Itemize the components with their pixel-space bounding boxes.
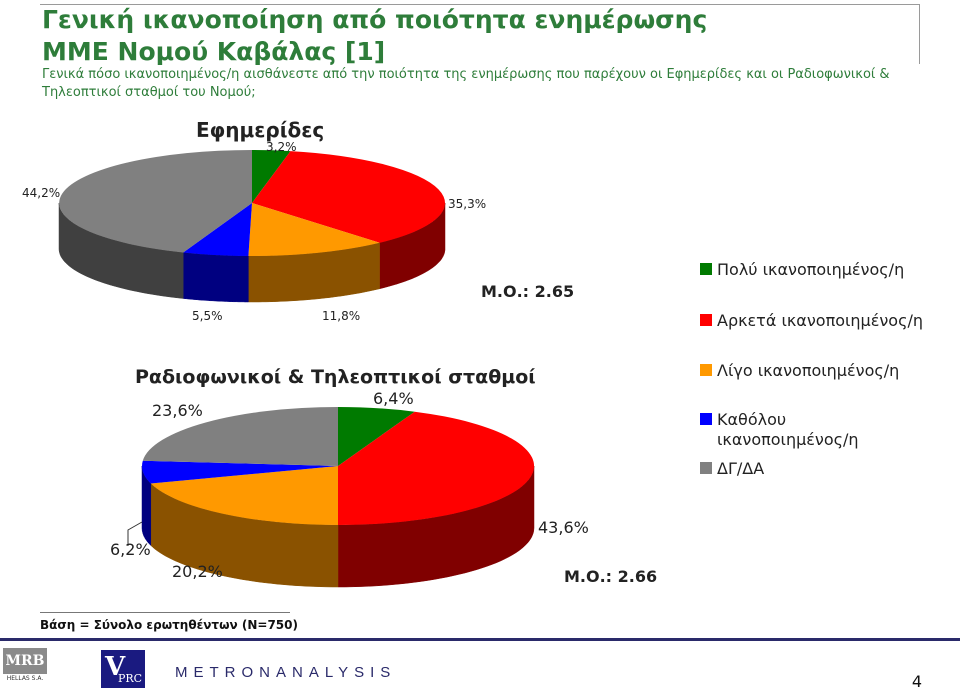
page-title: Γενική ικανοποίηση από ποιότητα ενημέρωσ… xyxy=(42,4,707,68)
chart2-title: Ραδιοφωνικοί & Τηλεοπτικοί σταθμοί xyxy=(135,366,536,388)
mrb-logo-text: MRB xyxy=(5,653,45,669)
legend-swatch-green xyxy=(700,263,712,275)
chart1-label-4: 5,5% xyxy=(192,309,223,323)
subtitle: Γενικά πόσο ικανοποιημένος/η αισθάνεστε … xyxy=(42,67,890,100)
pie-chart-2 xyxy=(141,407,535,588)
chart2-leader-line xyxy=(127,521,143,546)
legend-label: Αρκετά ικανοποιημένος/η xyxy=(717,311,924,330)
legend-swatch-orange xyxy=(700,364,712,376)
legend-label: Λίγο ικανοποιημένος/η xyxy=(717,361,900,380)
chart2-label-4: 6,2% xyxy=(110,540,151,559)
chart2-label-2: 43,6% xyxy=(538,518,589,537)
pie2-slice-5 xyxy=(142,407,338,466)
legend-swatch-gray xyxy=(700,462,712,474)
chart1-label-5: 44,2% xyxy=(22,186,61,200)
chart1-label-2: 35,3% xyxy=(448,197,487,211)
pie2-slice-3 xyxy=(150,466,338,525)
page-number: 4 xyxy=(911,672,922,691)
legend-label: Πολύ ικανοποιημένος/η xyxy=(717,260,905,279)
pie1-slice-3 xyxy=(248,203,380,257)
footer-rule xyxy=(0,638,960,641)
mrb-logo: MRB HELLAS S.A. xyxy=(3,648,47,686)
chart1-label-3: 11,8% xyxy=(322,309,361,323)
base-note: Βάση = Σύνολο ερωτηθέντων (N=750) xyxy=(40,618,298,632)
vprc-logo-prc: PRC xyxy=(118,672,143,685)
metronanalysis-logo: METRONANALYSIS xyxy=(175,664,397,681)
legend-label: Καθόλου ικανοποιημένος/η xyxy=(717,410,859,449)
pie1-slice-2 xyxy=(252,151,446,243)
legend-label: ΔΓ/ΔΑ xyxy=(717,459,765,478)
chart1-title: Εφημερίδες xyxy=(196,118,325,142)
pie1-slice-1 xyxy=(252,150,291,203)
pie2-slice-2 xyxy=(338,411,535,525)
mrb-logo-subtext: HELLAS S.A. xyxy=(6,675,44,682)
chart1-label-1: 3,2% xyxy=(266,140,297,154)
chart2-mean: Μ.Ο.: 2.66 xyxy=(564,567,658,586)
vprc-logo-v: V xyxy=(105,652,126,682)
title-rule-right xyxy=(919,4,920,64)
pie1-slice-4 xyxy=(183,203,252,256)
title-line-2: ΜΜΕ Νομού Καβάλας [1] xyxy=(42,37,386,66)
legend-swatch-blue xyxy=(700,413,712,425)
chart2-label-1: 6,4% xyxy=(373,389,414,408)
title-rule xyxy=(40,4,920,5)
title-line-1: Γενική ικανοποίηση από ποιότητα ενημέρωσ… xyxy=(42,5,708,34)
vprc-logo: V PRC xyxy=(101,650,145,688)
chart1-mean: Μ.Ο.: 2.65 xyxy=(481,282,575,301)
pie1-side-4 xyxy=(182,252,249,303)
base-rule xyxy=(40,612,290,613)
chart2-label-5: 23,6% xyxy=(152,401,203,420)
pie-chart-1 xyxy=(58,150,446,303)
pie2-slice-1 xyxy=(338,407,415,466)
pie2-slice-4 xyxy=(142,460,338,484)
legend-swatch-red xyxy=(700,314,712,326)
pie1-slice-5 xyxy=(59,150,253,253)
chart2-label-3: 20,2% xyxy=(172,562,223,581)
